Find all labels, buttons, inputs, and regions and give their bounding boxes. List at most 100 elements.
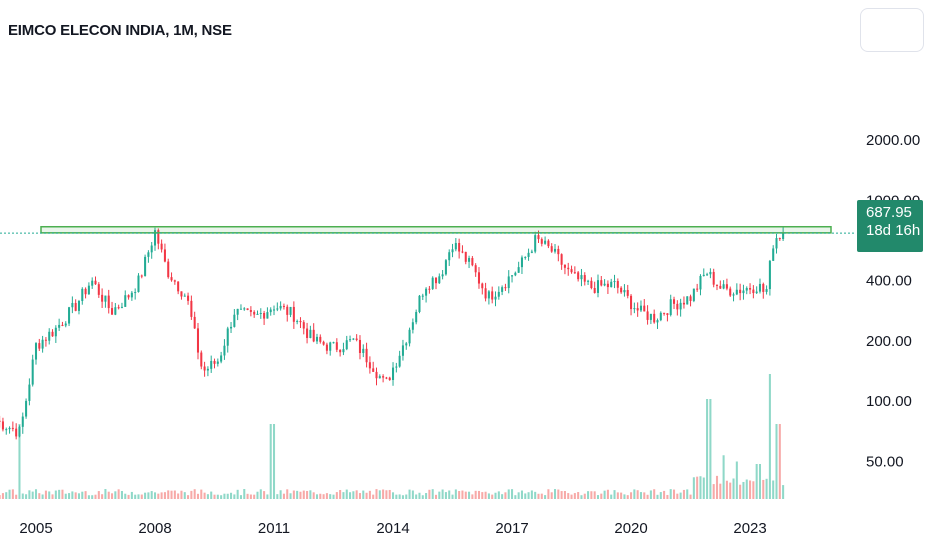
- candle-body: [233, 314, 236, 327]
- volume-bar: [610, 494, 613, 499]
- candle-body: [266, 312, 269, 319]
- candle-body: [28, 384, 31, 401]
- volume-bar: [712, 484, 715, 499]
- volume-bar: [388, 489, 391, 499]
- volume-bar: [130, 491, 133, 499]
- candle-body: [163, 249, 166, 262]
- volume-bar: [111, 493, 114, 499]
- candle-body: [768, 260, 771, 290]
- volume-bar: [0, 495, 1, 499]
- volume-bar: [408, 489, 411, 499]
- volume-bar: [153, 492, 157, 499]
- volume-bar: [147, 492, 150, 499]
- candle-body: [401, 345, 404, 356]
- candle-body: [41, 339, 44, 349]
- candle-body: [719, 285, 722, 289]
- volume-bar: [755, 464, 758, 499]
- candle-body: [639, 305, 642, 311]
- candle-body: [686, 296, 689, 305]
- candle-body: [563, 264, 566, 268]
- volume-bar: [339, 489, 342, 499]
- candle-body: [48, 331, 51, 341]
- candle-body: [398, 355, 401, 367]
- volume-bar: [520, 490, 523, 499]
- candle-body: [243, 308, 246, 310]
- volume-bar: [534, 491, 537, 499]
- volume-bar: [91, 495, 94, 499]
- volume-bar: [325, 493, 328, 499]
- volume-bar: [167, 490, 170, 499]
- chart-menu-button[interactable]: [860, 8, 924, 52]
- candle-body: [296, 320, 299, 322]
- candle-body: [352, 338, 355, 340]
- volume-bar: [762, 479, 765, 499]
- volume-bar: [428, 489, 431, 499]
- volume-bar: [74, 492, 77, 499]
- volume-bar: [312, 492, 315, 499]
- candle-body: [193, 316, 196, 329]
- candle-body: [484, 288, 487, 299]
- volume-bar: [530, 490, 533, 499]
- candle-body: [544, 240, 547, 244]
- candle-body: [636, 308, 639, 311]
- volume-bar: [765, 478, 768, 499]
- candle-body: [411, 322, 414, 330]
- candle-body: [372, 368, 375, 372]
- volume-bar: [51, 494, 54, 499]
- volume-bar: [474, 490, 477, 499]
- candle-body: [239, 308, 242, 310]
- volume-bar: [319, 493, 322, 499]
- volume-bar: [177, 493, 180, 499]
- volume-bar: [606, 489, 609, 499]
- volume-bar: [21, 493, 24, 499]
- candle-body: [187, 295, 190, 301]
- volume-bar: [600, 493, 603, 499]
- candle-body: [127, 295, 130, 298]
- volume-bar: [398, 494, 401, 499]
- candle-body: [190, 300, 193, 317]
- candle-body: [58, 324, 61, 328]
- candle-body: [438, 276, 441, 284]
- candle-body: [302, 322, 305, 329]
- volume-bar: [335, 492, 338, 499]
- candle-body: [84, 288, 87, 295]
- volume-bar: [557, 489, 560, 499]
- candle-body: [477, 272, 481, 284]
- candle-body: [246, 308, 249, 311]
- candle-body: [230, 326, 233, 329]
- volume-bar: [471, 494, 474, 499]
- volume-bar: [25, 494, 28, 499]
- volume-bar: [107, 491, 110, 499]
- volume-bar: [223, 493, 226, 499]
- volume-bar: [81, 491, 84, 499]
- candle-body: [375, 371, 378, 379]
- volume-bar: [134, 494, 137, 499]
- last-price-badge: 687.95 18d 16h: [857, 200, 923, 252]
- volume-bar: [699, 476, 702, 499]
- candle-body: [167, 261, 170, 278]
- volume-bar: [418, 492, 421, 499]
- volume-bar: [117, 489, 120, 499]
- volume-bar: [58, 489, 61, 499]
- volume-bar: [603, 490, 606, 499]
- volume-bar: [206, 494, 209, 499]
- volume-bar: [77, 493, 81, 499]
- volume-bar: [196, 493, 200, 499]
- candle-body: [362, 348, 365, 353]
- volume-bar: [233, 494, 236, 499]
- volume-bar: [372, 494, 375, 499]
- volume-bar: [636, 490, 639, 499]
- resistance-zone[interactable]: [40, 225, 832, 234]
- candle-body: [534, 235, 537, 252]
- candle-body: [428, 288, 431, 290]
- candle-body: [487, 291, 490, 299]
- candle-body: [491, 291, 494, 300]
- candle-body: [570, 269, 573, 273]
- candle-body: [15, 428, 18, 437]
- candle-body: [5, 429, 8, 431]
- candle-body: [451, 249, 454, 253]
- candle-body: [550, 246, 553, 252]
- volume-bar: [633, 489, 636, 499]
- volume-bar: [256, 491, 259, 499]
